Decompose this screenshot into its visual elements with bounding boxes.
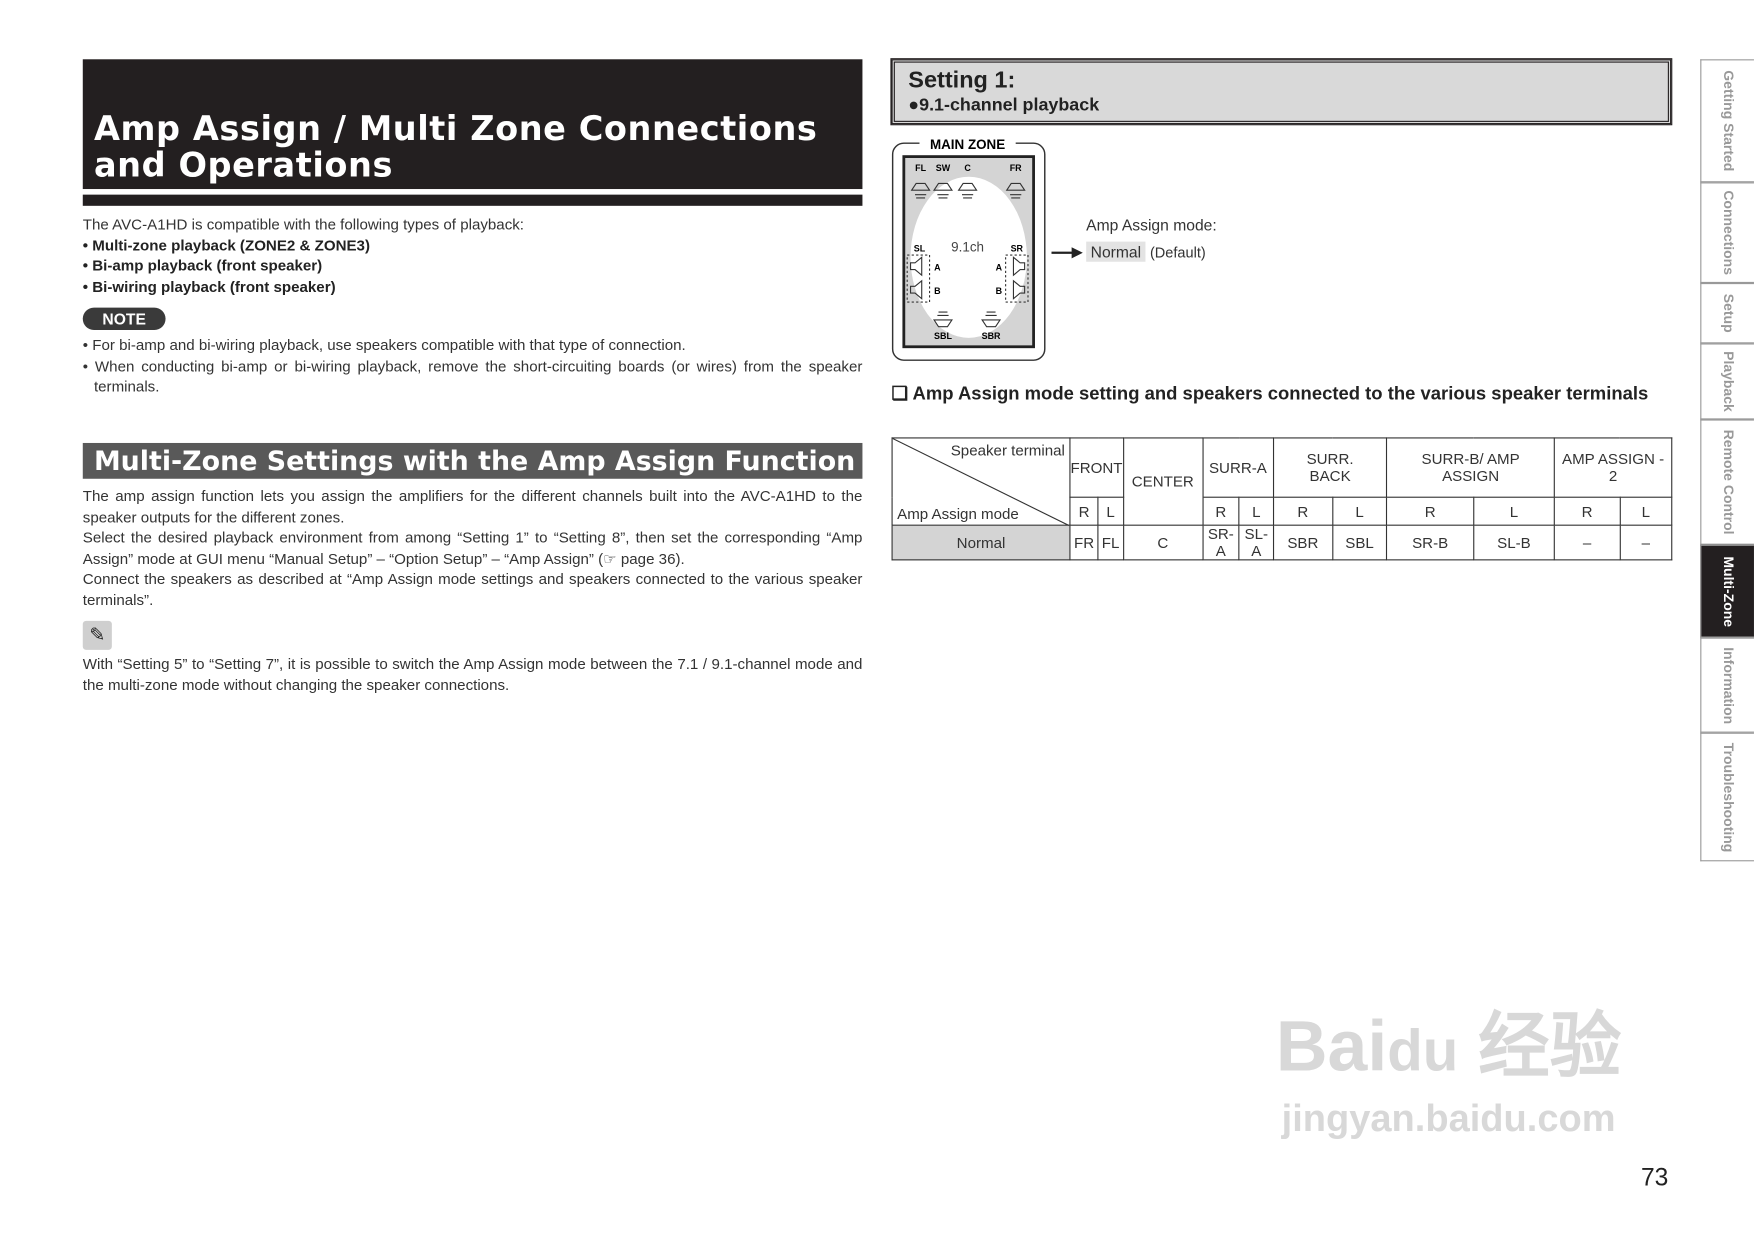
section-title: Multi-Zone Settings with the Amp Assign … [82,442,863,479]
tab-connections[interactable]: Connections [1700,182,1754,284]
label-fr: FR [1010,163,1022,173]
amp-assign-table: Speaker terminal Amp Assign mode FRONT C… [891,437,1673,561]
col-surr-a: SURR-A [1201,437,1274,498]
tab-multi-zone[interactable]: Multi-Zone [1700,544,1754,638]
label-fl: FL [915,163,926,173]
sub-r: R [1069,496,1099,526]
sub-r: R [1386,496,1475,526]
intro-text: The AVC-A1HD is compatible with the foll… [82,215,524,233]
paragraph: Select the desired playback environment … [82,529,863,567]
zone-label: MAIN ZONE [930,137,1005,152]
corner-cell: Speaker terminal Amp Assign mode [891,437,1071,526]
label-a: A [934,263,941,273]
cell: SBR [1272,524,1333,561]
corner-bottom: Amp Assign mode [897,505,1019,523]
tab-information[interactable]: Information [1700,637,1754,733]
row-label: Normal [891,524,1071,561]
label-sr: SR [1011,244,1024,254]
title-rule [82,194,863,206]
cell: FR [1069,524,1099,561]
cell: – [1553,524,1621,561]
note-badge: NOTE [82,307,166,330]
watermark: Baidu 经验 jingyan.baidu.com [1275,1005,1622,1140]
sub-l: L [1238,496,1274,526]
col-surr-back: SURR. BACK [1272,437,1388,498]
col-amp-assign-2: AMP ASSIGN - 2 [1553,437,1673,498]
mode-row: Normal (Default) [1086,241,1206,264]
bullet: • Bi-wiring playback (front speaker) [82,277,336,295]
table-row: Normal FR FL C SR-A SL-A SBR SBL SR-B SL… [891,524,1673,561]
setting-subtitle: ●9.1-channel playback [908,96,1100,116]
table-heading: ❑ Amp Assign mode setting and speakers c… [891,383,1649,404]
label-sbl: SBL [934,331,952,341]
pencil-icon: ✎ [82,620,112,650]
label-sbr: SBR [982,331,1001,341]
speaker-diagram: MAIN ZONE FL SW C FR SL SR SBL SBR A B A… [891,134,1046,361]
arrow-icon [1051,247,1083,259]
tab-playback[interactable]: Playback [1700,343,1754,420]
sub-l: L [1331,496,1388,526]
label-a: A [996,263,1003,273]
mode-value: Normal [1086,241,1146,262]
title-box: Amp Assign / Multi Zone Connections and … [82,59,863,190]
col-center: CENTER [1122,437,1204,526]
cell: SL-A [1238,524,1274,561]
paragraph: The amp assign function lets you assign … [82,487,863,526]
sub-r: R [1201,496,1240,526]
tab-setup[interactable]: Setup [1700,283,1754,344]
page-title: Amp Assign / Multi Zone Connections and … [93,109,818,186]
memo-text: With “Setting 5” to “Setting 7”, it is p… [82,655,863,693]
mode-default: (Default) [1149,243,1206,261]
label-b: B [996,286,1003,296]
bullet: • Multi-zone playback (ZONE2 & ZONE3) [82,236,370,254]
sub-r: R [1272,496,1333,526]
cell: SR-A [1201,524,1240,561]
section-body: The amp assign function lets you assign … [83,487,863,611]
note-item: When conducting bi-amp or bi-wiring play… [93,357,863,395]
label-sl: SL [914,244,926,254]
paragraph: Connect the speakers as described at “Am… [82,570,863,608]
intro-block: The AVC-A1HD is compatible with the foll… [83,215,863,298]
tab-getting-started[interactable]: Getting Started [1700,59,1754,183]
notes: • For bi-amp and bi-wiring playback, use… [82,336,863,395]
channel-label: 9.1ch [951,240,984,255]
mode-label: Amp Assign mode: [1086,215,1217,234]
col-surr-b: SURR-B/ AMP ASSIGN [1386,437,1555,498]
setting-title: Setting 1: [908,67,1016,93]
cell: SL-B [1472,524,1555,561]
label-sw: SW [936,163,951,173]
cell: – [1619,524,1673,561]
tab-troubleshooting[interactable]: Troubleshooting [1700,732,1754,862]
bullet: • Bi-amp playback (front speaker) [82,257,323,275]
cell: FL [1097,524,1124,561]
page-number: 73 [1640,1163,1669,1192]
speaker-icons [906,182,1029,328]
col-front: FRONT [1069,437,1124,498]
cell: C [1122,524,1204,561]
tab-remote-control[interactable]: Remote Control [1700,419,1754,545]
setting-header: Setting 1: ●9.1-channel playback [890,58,1673,126]
sub-r: R [1553,496,1621,526]
sub-l: L [1619,496,1673,526]
corner-top: Speaker terminal [950,441,1065,459]
note-item: For bi-amp and bi-wiring playback, use s… [92,336,686,354]
cell: SR-B [1386,524,1475,561]
sub-l: L [1472,496,1555,526]
sub-l: L [1097,496,1124,526]
cell: SBL [1331,524,1388,561]
label-c: C [964,163,971,173]
label-b: B [934,286,941,296]
